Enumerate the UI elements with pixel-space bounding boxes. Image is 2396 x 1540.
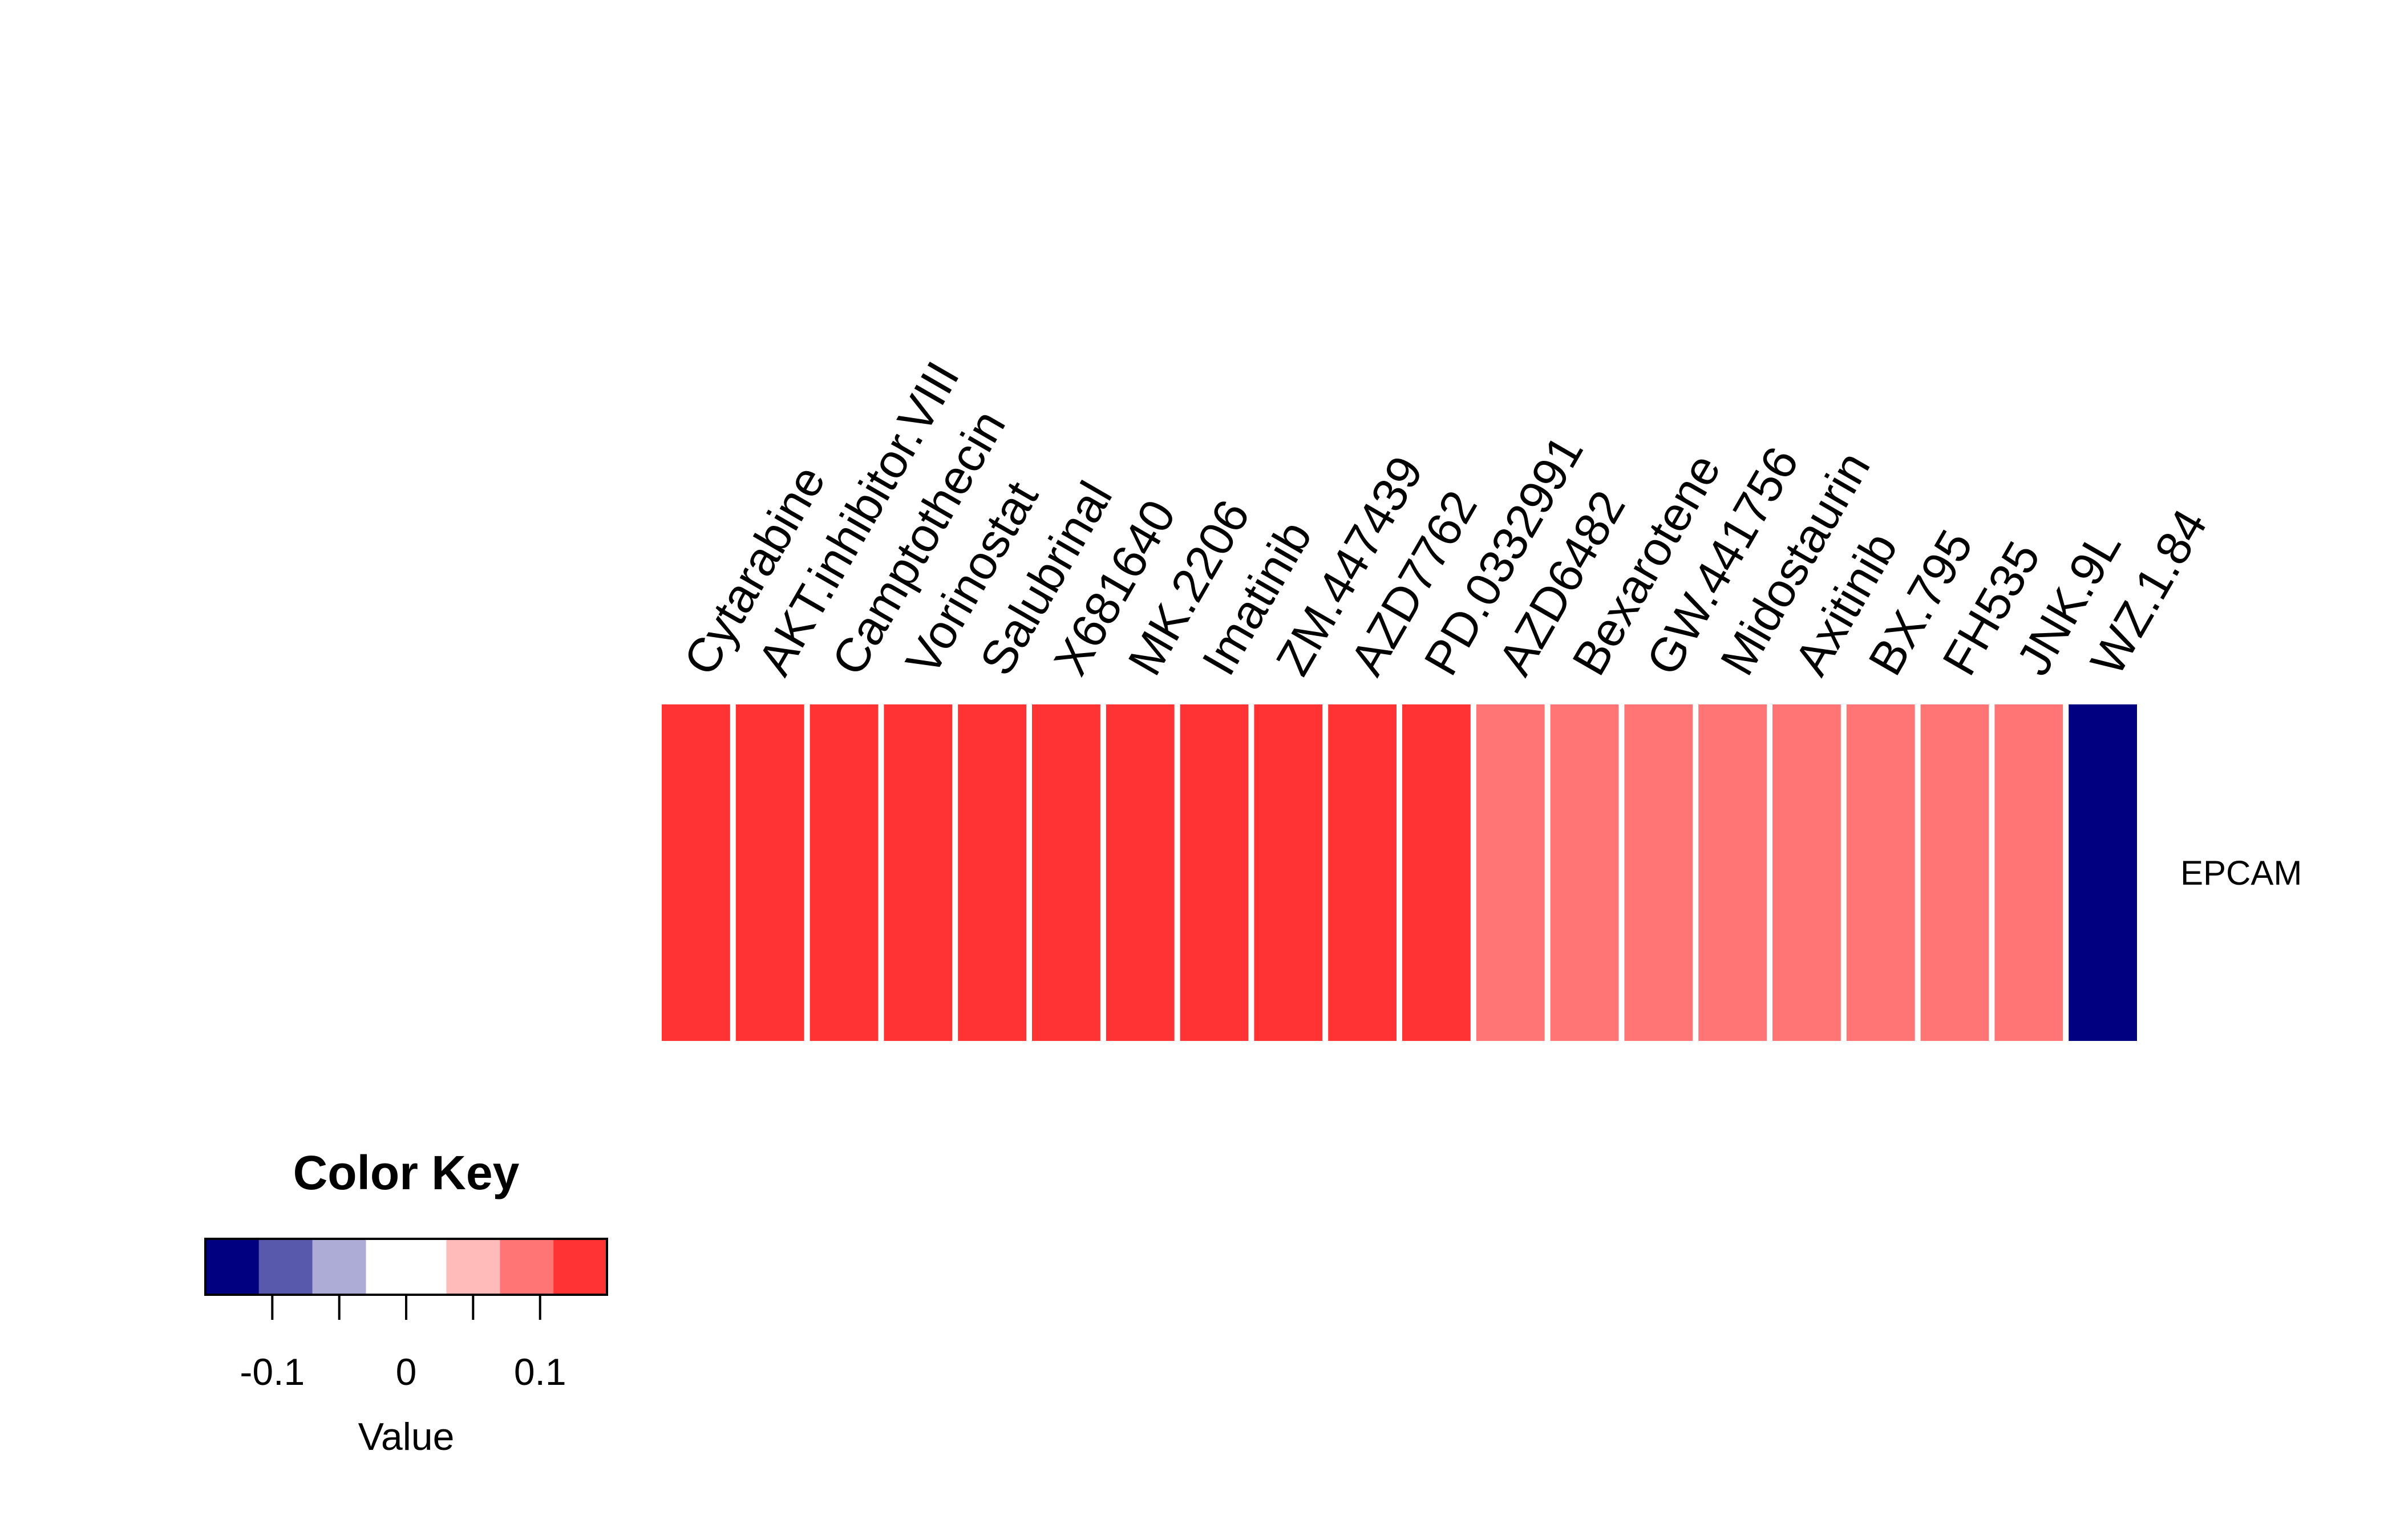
heatmap-cell	[2069, 704, 2137, 1041]
color-key-bin	[500, 1239, 554, 1295]
heatmap-cell	[1106, 704, 1175, 1041]
color-key-bin	[446, 1239, 500, 1295]
heatmap-cell	[1180, 704, 1249, 1041]
color-key-bins	[205, 1239, 607, 1295]
heatmap-cell	[1328, 704, 1397, 1041]
color-key-bin	[366, 1239, 447, 1295]
heatmap-cell	[1920, 704, 1989, 1041]
color-key-bin	[258, 1239, 313, 1295]
heatmap-cell	[1476, 704, 1545, 1041]
color-key-title: Color Key	[293, 1146, 520, 1199]
row-labels: EPCAM	[2180, 854, 2302, 892]
color-key-tick-label: 0.1	[514, 1351, 566, 1393]
color-key-ticks: -0.1 0 0.1	[240, 1295, 566, 1393]
color-key-tick-label: -0.1	[240, 1351, 305, 1393]
heatmap-cell	[662, 704, 730, 1041]
color-key-tick-label: 0	[396, 1351, 417, 1393]
heatmap-cell	[1994, 704, 2063, 1041]
row-label: EPCAM	[2180, 854, 2302, 892]
heatmap-cell	[884, 704, 953, 1041]
heatmap-cell	[958, 704, 1026, 1041]
heatmap-cell	[1698, 704, 1767, 1041]
heatmap-cell	[1550, 704, 1619, 1041]
heatmap-cell	[810, 704, 879, 1041]
heatmap-cell	[735, 704, 804, 1041]
heatmap-cells	[662, 704, 2137, 1041]
heatmap-cell	[1254, 704, 1323, 1041]
heatmap-cell	[1772, 704, 1841, 1041]
heatmap-cell	[1402, 704, 1471, 1041]
heatmap-cell	[1032, 704, 1100, 1041]
color-key-bin	[312, 1239, 366, 1295]
color-key-bin	[553, 1239, 607, 1295]
heatmap-cell	[1846, 704, 1915, 1041]
color-key-bin	[205, 1239, 259, 1295]
color-key-axis-label: Value	[358, 1415, 455, 1458]
heatmap-cell	[1624, 704, 1693, 1041]
